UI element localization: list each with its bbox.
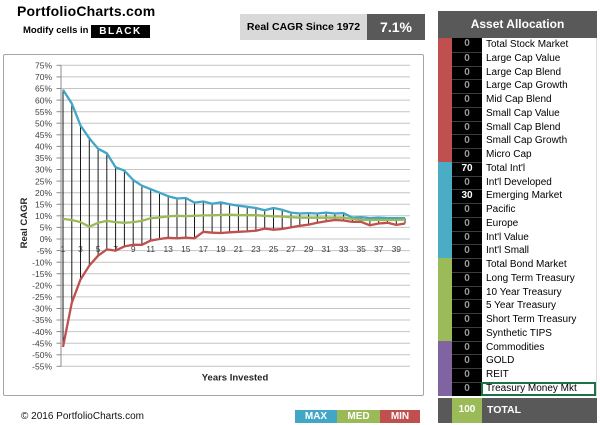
svg-text:23: 23 xyxy=(251,244,261,254)
svg-text:31: 31 xyxy=(321,244,331,254)
svg-text:19: 19 xyxy=(216,244,226,254)
svg-text:11: 11 xyxy=(146,244,155,254)
svg-text:-20%: -20% xyxy=(32,281,52,291)
svg-text:-50%: -50% xyxy=(32,350,52,360)
svg-text:15%: 15% xyxy=(35,200,52,210)
svg-text:60%: 60% xyxy=(35,95,52,105)
svg-text:9: 9 xyxy=(131,244,136,254)
svg-text:75%: 75% xyxy=(35,61,52,71)
svg-text:35%: 35% xyxy=(35,153,52,163)
svg-text:29: 29 xyxy=(304,244,314,254)
svg-text:Real CAGR: Real CAGR xyxy=(19,198,30,249)
svg-text:10%: 10% xyxy=(35,211,52,221)
svg-text:-35%: -35% xyxy=(32,315,52,325)
svg-text:65%: 65% xyxy=(35,84,52,94)
svg-text:15: 15 xyxy=(181,244,191,254)
svg-text:25: 25 xyxy=(269,244,279,254)
svg-text:20%: 20% xyxy=(35,188,52,198)
svg-text:45%: 45% xyxy=(35,130,52,140)
svg-text:27: 27 xyxy=(286,244,296,254)
svg-text:17: 17 xyxy=(199,244,209,254)
svg-text:-40%: -40% xyxy=(32,327,52,337)
svg-text:5%: 5% xyxy=(40,223,53,233)
svg-text:Years Invested: Years Invested xyxy=(202,373,269,384)
svg-text:37: 37 xyxy=(374,244,384,254)
svg-text:39: 39 xyxy=(392,244,402,254)
svg-text:21: 21 xyxy=(234,244,244,254)
svg-text:55%: 55% xyxy=(35,107,52,117)
svg-text:-30%: -30% xyxy=(32,304,52,314)
svg-text:-25%: -25% xyxy=(32,292,52,302)
svg-text:70%: 70% xyxy=(35,72,52,82)
svg-text:35: 35 xyxy=(356,244,366,254)
svg-text:-15%: -15% xyxy=(32,269,52,279)
svg-text:-55%: -55% xyxy=(32,362,52,372)
svg-text:25%: 25% xyxy=(35,176,52,186)
svg-text:33: 33 xyxy=(339,244,349,254)
svg-text:13: 13 xyxy=(163,244,173,254)
svg-text:-10%: -10% xyxy=(32,257,52,267)
svg-text:0%: 0% xyxy=(40,234,53,244)
svg-text:30%: 30% xyxy=(35,165,52,175)
svg-text:-5%: -5% xyxy=(37,246,53,256)
svg-text:40%: 40% xyxy=(35,142,52,152)
svg-text:-45%: -45% xyxy=(32,338,52,348)
svg-text:50%: 50% xyxy=(35,118,52,128)
